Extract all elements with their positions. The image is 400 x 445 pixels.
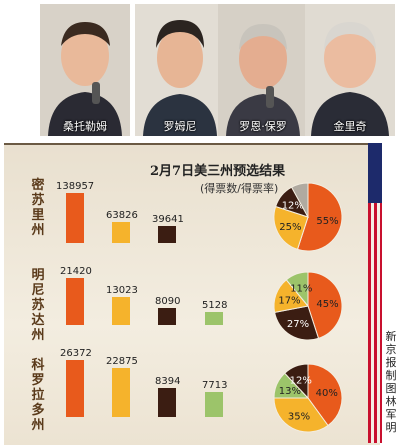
value-label-minnesota-romney: 13023 xyxy=(106,285,138,296)
pie-slice-missouri-3 xyxy=(290,182,309,218)
pie-missouri: 55% 25% 12% xyxy=(273,182,343,252)
state-label-missouri: 密苏里州 xyxy=(31,178,45,238)
candidate-gingrich: 金里奇 xyxy=(305,4,395,136)
pie-slice-minnesota-0 xyxy=(307,271,343,339)
pie-slice-colorado-3 xyxy=(284,363,309,400)
pie-label-minnesota-0: 45% xyxy=(316,299,338,310)
pie-label-minnesota-3: 11% xyxy=(290,283,312,294)
bar-minnesota-romney xyxy=(112,297,130,325)
pie-label-minnesota-2: 17% xyxy=(278,295,300,306)
pie-slice-missouri-1 xyxy=(273,205,309,250)
pie-label-colorado-0: 40% xyxy=(316,388,338,399)
value-label-colorado-romney: 22875 xyxy=(106,356,138,367)
pie-slice-missouri-0 xyxy=(296,182,343,252)
bar-colorado-gingrich xyxy=(205,392,223,417)
value-label-missouri-romney: 63826 xyxy=(106,210,138,221)
portrait-icon xyxy=(135,4,225,136)
candidate-name: 罗恩·保罗 xyxy=(239,120,287,133)
state-label-minnesota: 明尼苏达州 xyxy=(31,268,45,343)
value-label-minnesota-paul: 8090 xyxy=(155,296,181,307)
portrait-icon xyxy=(305,4,395,136)
value-label-colorado-santorum: 26372 xyxy=(60,348,92,359)
bar-missouri-santorum xyxy=(66,193,84,243)
bar-colorado-santorum xyxy=(66,360,84,417)
value-label-minnesota-gingrich: 5128 xyxy=(202,300,228,311)
chart-subtitle: (得票数/得票率) xyxy=(200,182,279,195)
bar-missouri-romney xyxy=(112,222,130,243)
candidate-paul: 罗恩·保罗 xyxy=(218,4,308,136)
pie-label-colorado-3: 12% xyxy=(290,376,312,387)
pie-slice-colorado-0 xyxy=(307,363,343,427)
value-label-minnesota-santorum: 21420 xyxy=(60,266,92,277)
portrait-icon xyxy=(218,4,308,136)
pie-label-colorado-1: 35% xyxy=(288,412,310,423)
pie-label-missouri-1: 25% xyxy=(279,222,301,233)
candidate-name: 金里奇 xyxy=(333,120,367,133)
chart-title: 2月7日美三州预选结果 xyxy=(150,164,286,179)
credit: 新京报制图 林军明 xyxy=(385,330,397,434)
candidate-name: 桑托勒姆 xyxy=(63,120,107,133)
candidate-romney: 罗姆尼 xyxy=(135,4,225,136)
candidate-santorum: 桑托勒姆 xyxy=(40,4,130,136)
bar-minnesota-paul xyxy=(158,308,176,325)
bar-colorado-romney xyxy=(112,368,130,417)
bar-colorado-paul xyxy=(158,388,176,417)
pie-label-minnesota-1: 27% xyxy=(287,319,309,330)
us-flag-canton xyxy=(368,143,382,203)
pie-slice-colorado-1 xyxy=(273,397,329,433)
value-label-colorado-paul: 8394 xyxy=(155,376,181,387)
value-label-missouri-santorum: 138957 xyxy=(56,181,95,192)
value-label-missouri-paul: 39641 xyxy=(152,214,184,225)
pie-label-missouri-0: 55% xyxy=(316,216,338,227)
candidate-photos: 桑托勒姆 罗姆尼 罗恩·保罗 xyxy=(0,0,400,140)
bar-minnesota-santorum xyxy=(66,278,84,325)
state-label-colorado: 科罗拉多州 xyxy=(31,358,45,433)
portrait-icon xyxy=(40,4,130,136)
pie-minnesota: 45% 27% 17%11% xyxy=(273,271,343,341)
bar-minnesota-gingrich xyxy=(205,312,223,325)
us-flag-stripes xyxy=(368,143,382,443)
pie-slice-minnesota-1 xyxy=(274,305,320,341)
bar-missouri-paul xyxy=(158,226,176,243)
pie-slice-minnesota-3 xyxy=(285,271,309,308)
candidate-name: 罗姆尼 xyxy=(163,120,197,133)
pie-label-colorado-2: 13% xyxy=(279,386,301,397)
value-label-colorado-gingrich: 7713 xyxy=(202,380,228,391)
pie-label-missouri-2: 12% xyxy=(282,200,304,211)
pie-colorado: 40% 35% 13%12% xyxy=(273,363,343,433)
